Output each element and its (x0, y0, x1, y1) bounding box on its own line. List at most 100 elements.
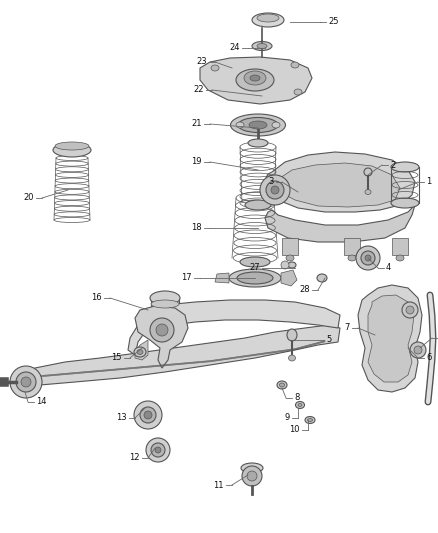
Polygon shape (128, 300, 340, 355)
Polygon shape (265, 152, 415, 212)
Polygon shape (265, 205, 415, 242)
Text: 20: 20 (24, 193, 34, 203)
Ellipse shape (365, 190, 371, 195)
Polygon shape (135, 306, 188, 368)
Circle shape (356, 246, 380, 270)
Ellipse shape (238, 117, 278, 133)
Text: 28: 28 (300, 286, 310, 295)
Circle shape (242, 466, 262, 486)
Ellipse shape (348, 255, 356, 261)
Ellipse shape (286, 255, 294, 261)
Ellipse shape (279, 383, 285, 387)
Polygon shape (392, 238, 408, 255)
Circle shape (21, 377, 31, 387)
Ellipse shape (229, 269, 281, 287)
Circle shape (144, 411, 152, 419)
Circle shape (361, 251, 375, 265)
Text: 14: 14 (36, 398, 46, 407)
Ellipse shape (53, 143, 91, 157)
Ellipse shape (236, 69, 274, 91)
Ellipse shape (277, 381, 287, 389)
Text: 12: 12 (130, 454, 140, 463)
Ellipse shape (230, 114, 286, 136)
Ellipse shape (364, 168, 372, 176)
Polygon shape (368, 295, 414, 382)
Ellipse shape (245, 200, 271, 210)
Text: 2: 2 (390, 160, 395, 169)
Circle shape (266, 181, 284, 199)
Ellipse shape (272, 122, 280, 128)
Circle shape (247, 471, 257, 481)
Ellipse shape (241, 463, 263, 473)
Ellipse shape (296, 401, 304, 408)
Text: 17: 17 (181, 273, 192, 282)
Ellipse shape (250, 75, 260, 81)
Ellipse shape (211, 65, 219, 71)
Circle shape (10, 366, 42, 398)
Polygon shape (358, 285, 422, 392)
Circle shape (260, 175, 290, 205)
Ellipse shape (391, 162, 419, 172)
Ellipse shape (257, 44, 267, 49)
Ellipse shape (396, 255, 404, 261)
Circle shape (155, 447, 161, 453)
Text: 10: 10 (290, 425, 300, 434)
Ellipse shape (305, 416, 315, 424)
Ellipse shape (55, 142, 89, 150)
Ellipse shape (257, 14, 279, 22)
Ellipse shape (289, 355, 296, 361)
Ellipse shape (291, 62, 299, 68)
Text: 24: 24 (230, 44, 240, 52)
Circle shape (16, 372, 36, 392)
Text: 5: 5 (326, 335, 331, 344)
Text: 19: 19 (191, 157, 202, 166)
Text: 18: 18 (191, 223, 202, 232)
Text: 13: 13 (117, 414, 127, 423)
Polygon shape (281, 270, 297, 286)
Text: 25: 25 (328, 18, 339, 27)
Ellipse shape (317, 274, 327, 282)
Ellipse shape (137, 350, 143, 354)
Circle shape (140, 407, 156, 423)
Text: 9: 9 (285, 414, 290, 423)
Text: 7: 7 (345, 324, 350, 333)
Text: 1: 1 (426, 177, 431, 187)
Text: 16: 16 (92, 294, 102, 303)
Circle shape (271, 186, 279, 194)
Polygon shape (22, 325, 340, 388)
Polygon shape (274, 163, 400, 207)
Ellipse shape (151, 300, 179, 308)
Text: 8: 8 (294, 393, 300, 402)
Text: 22: 22 (194, 85, 204, 94)
Circle shape (156, 324, 168, 336)
Circle shape (134, 401, 162, 429)
Text: 21: 21 (191, 119, 202, 128)
Ellipse shape (237, 272, 273, 284)
Ellipse shape (244, 71, 266, 85)
Ellipse shape (252, 13, 284, 27)
Circle shape (146, 438, 170, 462)
Ellipse shape (307, 418, 312, 422)
Ellipse shape (288, 262, 296, 268)
Circle shape (150, 318, 174, 342)
Ellipse shape (236, 122, 244, 128)
Ellipse shape (134, 347, 146, 357)
Polygon shape (200, 57, 312, 104)
Ellipse shape (391, 198, 419, 208)
Polygon shape (215, 273, 229, 283)
Ellipse shape (249, 121, 267, 129)
Text: 6: 6 (426, 353, 431, 362)
Ellipse shape (287, 329, 297, 341)
Ellipse shape (248, 139, 268, 147)
Text: 27: 27 (249, 263, 260, 272)
Polygon shape (282, 238, 298, 255)
Circle shape (151, 443, 165, 457)
Circle shape (281, 261, 289, 269)
Ellipse shape (294, 89, 302, 95)
Ellipse shape (298, 403, 302, 407)
Circle shape (402, 302, 418, 318)
Text: 11: 11 (213, 481, 224, 489)
Ellipse shape (240, 257, 270, 267)
Text: 3: 3 (268, 177, 274, 187)
Polygon shape (135, 340, 148, 360)
